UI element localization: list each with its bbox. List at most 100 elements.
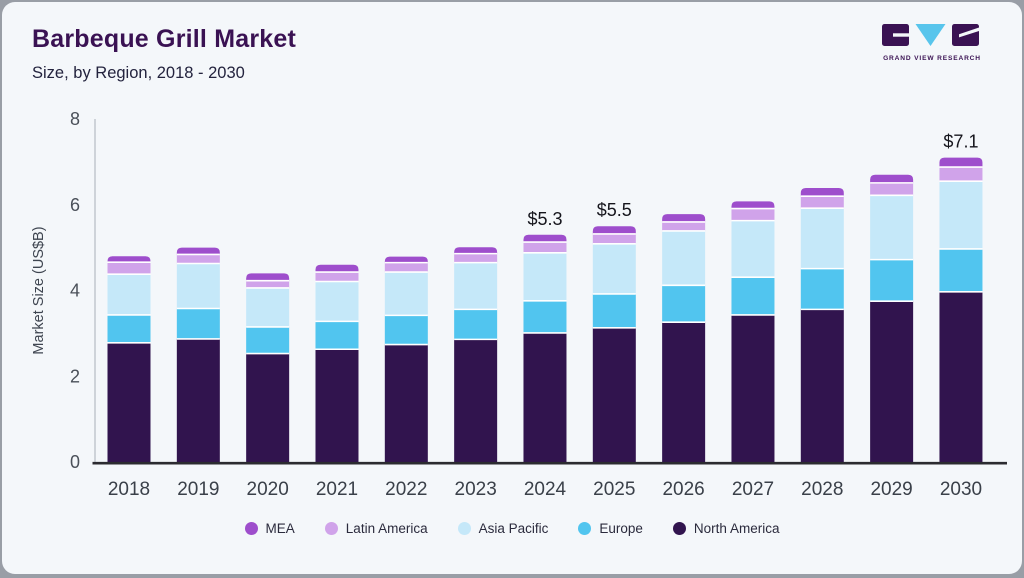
bar-segment-2019-north-america: [177, 339, 220, 462]
bar-segment-2030-mea: [939, 158, 982, 167]
y-axis-tick-6: 6: [70, 195, 80, 215]
bar-segment-2026-europe: [662, 285, 705, 322]
north-america-swatch-icon: [673, 522, 686, 535]
mea-swatch-icon: [245, 522, 258, 535]
x-axis-label-2027: 2027: [732, 479, 774, 500]
x-axis-label-2028: 2028: [801, 479, 843, 500]
bar-segment-2030-asia-pacific: [939, 181, 982, 249]
legend-item-asia-pacific: Asia Pacific: [458, 521, 549, 536]
x-axis-label-2026: 2026: [662, 479, 704, 500]
bar-segment-2023-mea: [454, 247, 497, 253]
bar-segment-2022-latin-america: [385, 263, 428, 272]
y-axis-tick-0: 0: [70, 452, 80, 472]
bar-segment-2024-north-america: [523, 333, 566, 462]
bar-segment-2026-asia-pacific: [662, 231, 705, 285]
bar-segment-2020-north-america: [246, 354, 289, 462]
legend-item-mea: MEA: [245, 521, 295, 536]
bar-segment-2030-north-america: [939, 292, 982, 462]
bar-segment-2022-mea: [385, 257, 428, 263]
bar-segment-2019-latin-america: [177, 254, 220, 263]
bar-segment-2020-latin-america: [246, 281, 289, 288]
legend-item-north-america: North America: [673, 521, 780, 536]
bar-segment-2026-north-america: [662, 322, 705, 462]
bar-segment-2023-europe: [454, 309, 497, 339]
bar-segment-2026-mea: [662, 214, 705, 222]
value-label-2030: $7.1: [943, 132, 978, 152]
bar-segment-2020-asia-pacific: [246, 288, 289, 327]
bar-segment-2024-europe: [523, 301, 566, 333]
europe-swatch-icon: [578, 522, 591, 535]
value-label-2024: $5.3: [527, 209, 562, 229]
bar-segment-2025-europe: [593, 294, 636, 328]
bar-segment-2028-europe: [801, 269, 844, 310]
chart-legend: MEA Latin America Asia Pacific Europe No…: [2, 516, 1022, 540]
bar-segment-2019-mea: [177, 248, 220, 255]
bar-segment-2019-europe: [177, 309, 220, 339]
legend-label-asia-pacific: Asia Pacific: [479, 521, 549, 536]
bar-segment-2022-europe: [385, 315, 428, 344]
y-axis-title: Market Size (US$B): [31, 226, 47, 354]
y-axis-tick-2: 2: [70, 366, 80, 386]
latin-america-swatch-icon: [325, 522, 338, 535]
bar-segment-2029-asia-pacific: [870, 195, 913, 259]
bar-segment-2020-europe: [246, 327, 289, 354]
bar-segment-2018-mea: [108, 256, 151, 262]
bar-segment-2026-latin-america: [662, 222, 705, 231]
bar-segment-2028-north-america: [801, 309, 844, 462]
y-axis-tick-4: 4: [70, 281, 80, 301]
bar-segment-2027-north-america: [731, 315, 774, 462]
bar-segment-2029-europe: [870, 260, 913, 302]
bar-segment-2030-europe: [939, 249, 982, 292]
bar-segment-2018-north-america: [108, 343, 151, 462]
bar-segment-2021-latin-america: [315, 272, 358, 281]
bar-segment-2025-north-america: [593, 328, 636, 462]
bar-segment-2025-asia-pacific: [593, 244, 636, 294]
bar-segment-2023-asia-pacific: [454, 263, 497, 310]
bar-segment-2021-north-america: [315, 349, 358, 462]
bar-segment-2027-asia-pacific: [731, 221, 774, 278]
value-label-2025: $5.5: [597, 200, 632, 220]
bar-segment-2024-asia-pacific: [523, 253, 566, 301]
x-axis-label-2021: 2021: [316, 479, 358, 500]
legend-item-europe: Europe: [578, 521, 643, 536]
bar-segment-2021-asia-pacific: [315, 281, 358, 321]
bar-segment-2018-asia-pacific: [108, 274, 151, 315]
x-axis-label-2025: 2025: [593, 479, 635, 500]
bar-segment-2025-latin-america: [593, 234, 636, 244]
bar-segment-2029-north-america: [870, 301, 913, 462]
x-axis-label-2020: 2020: [247, 479, 289, 500]
bar-segment-2025-mea: [593, 226, 636, 234]
bar-segment-2018-latin-america: [108, 262, 151, 274]
legend-label-north-america: North America: [694, 521, 780, 536]
x-axis-label-2030: 2030: [940, 479, 982, 500]
bar-segment-2022-north-america: [385, 345, 428, 462]
legend-label-europe: Europe: [599, 521, 643, 536]
x-axis-label-2023: 2023: [455, 479, 497, 500]
bar-segment-2023-latin-america: [454, 254, 497, 263]
x-axis-label-2022: 2022: [385, 479, 427, 500]
bar-segment-2030-latin-america: [939, 167, 982, 181]
y-axis-tick-8: 8: [70, 109, 80, 129]
bar-segment-2020-mea: [246, 273, 289, 280]
x-axis-label-2029: 2029: [870, 479, 912, 500]
x-axis-label-2018: 2018: [108, 479, 150, 500]
bar-segment-2029-latin-america: [870, 183, 913, 195]
bar-segment-2024-mea: [523, 235, 566, 242]
bar-segment-2019-asia-pacific: [177, 263, 220, 308]
bar-segment-2028-mea: [801, 188, 844, 196]
bar-segment-2018-europe: [108, 315, 151, 343]
bar-segment-2023-north-america: [454, 339, 497, 462]
bar-segment-2027-mea: [731, 201, 774, 208]
bar-segment-2028-latin-america: [801, 196, 844, 208]
bar-segment-2022-asia-pacific: [385, 272, 428, 315]
legend-item-latin-america: Latin America: [325, 521, 428, 536]
x-axis-label-2019: 2019: [177, 479, 219, 500]
asia-pacific-swatch-icon: [458, 522, 471, 535]
bar-segment-2021-mea: [315, 265, 358, 272]
bar-segment-2027-latin-america: [731, 209, 774, 221]
legend-label-mea: MEA: [266, 521, 295, 536]
x-axis-label-2024: 2024: [524, 479, 567, 500]
bar-segment-2027-europe: [731, 277, 774, 315]
